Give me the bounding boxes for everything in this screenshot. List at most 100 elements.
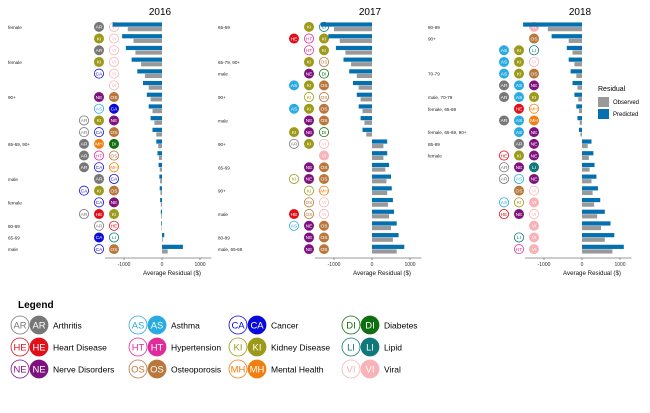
marker-circle (303, 138, 314, 149)
bar-predicted (582, 139, 592, 144)
marker-code: KI (322, 36, 327, 42)
bar-predicted (372, 162, 390, 168)
marker-code: KI (517, 153, 522, 159)
marker-circle (94, 197, 105, 208)
row-label: 65-79, 90+ (218, 60, 240, 65)
marker-circle (94, 220, 105, 231)
marker-LI: LI (529, 45, 540, 56)
bar-predicted (577, 116, 582, 121)
bar-predicted (156, 139, 162, 144)
row: female AR VI (8, 21, 162, 32)
marker-code: NE (306, 71, 313, 77)
marker-circle (514, 197, 525, 208)
marker-MH: MH (109, 162, 120, 173)
marker-circle (94, 21, 105, 32)
legend-item-os: OS OS Osteoporosis (128, 359, 221, 379)
marker-circle (109, 92, 120, 103)
marker-code: CA (96, 247, 103, 253)
marker-circle (514, 92, 525, 103)
marker-code: AS (291, 106, 297, 112)
marker-NE: NE (529, 80, 540, 91)
row: AR VI (94, 45, 162, 56)
row: AS KI LI (498, 45, 582, 56)
bar-observed (372, 179, 387, 184)
marker-circle (514, 127, 525, 138)
legend-marker-outline: NE (10, 359, 30, 379)
marker-code: OS (111, 130, 118, 136)
marker-code: OS (306, 200, 313, 206)
tick-label: 1000 (194, 262, 205, 268)
marker-code: LI (322, 25, 326, 31)
marker-circle (529, 138, 540, 149)
legend-marker-outline: VI (341, 359, 361, 379)
bar-observed (372, 144, 384, 149)
row-label: 90+ (218, 142, 226, 147)
marker-code: AR (81, 212, 88, 218)
marker-circle (29, 315, 49, 335)
row: 85-89 AR NE (428, 138, 592, 149)
row: AS CA (94, 103, 162, 114)
marker-circle (303, 68, 314, 79)
marker-KI: KI (303, 56, 314, 67)
marker-code: AS (501, 200, 507, 206)
marker-KI: KI (303, 21, 314, 32)
marker-circle (94, 33, 105, 44)
row: CA VI (94, 68, 162, 79)
marker-AS: AS (288, 103, 299, 114)
marker-circle (514, 173, 525, 184)
marker-circle (228, 337, 248, 357)
marker-circle (341, 315, 361, 335)
marker-VI: VI (318, 150, 329, 161)
tick-label: 0 (371, 262, 374, 268)
marker-code: NE (32, 364, 45, 375)
bar-observed (568, 38, 582, 43)
bar-predicted (372, 139, 388, 144)
marker-CA: CA (94, 127, 105, 138)
marker-code: AS (516, 95, 522, 101)
marker-KI: KI (288, 173, 299, 184)
bar-predicted (582, 151, 594, 156)
marker-AR: AR (79, 162, 90, 173)
legend-item-label: Heart Disease (53, 343, 107, 353)
marker-circle (79, 138, 90, 149)
marker-circle (94, 92, 105, 103)
marker-code: KI (322, 48, 327, 54)
marker-circle (529, 115, 540, 126)
row: HE HT KI (288, 33, 372, 44)
marker-code: HE (291, 36, 298, 42)
marker-code: KI (517, 71, 522, 77)
marker-circle (303, 232, 314, 243)
legend-item-ar: AR AR Arthritis (10, 315, 82, 335)
legend-item-he: HE HE Heart Disease (10, 337, 107, 357)
bar-predicted (150, 116, 162, 121)
bar-predicted (372, 186, 392, 191)
marker-circle (318, 56, 329, 67)
legend-item-label: Viral (384, 365, 401, 375)
row: HT KI (303, 45, 372, 56)
bar-predicted (578, 127, 582, 132)
marker-circle (94, 127, 105, 138)
marker-OS: OS (318, 56, 329, 67)
bar-observed (372, 190, 388, 196)
row: female KI VI (8, 56, 162, 67)
marker-code: CA (96, 165, 103, 171)
marker-code: OS (306, 212, 313, 218)
bar-predicted (137, 69, 162, 74)
marker-circle (109, 162, 120, 173)
marker-AR: AR (288, 138, 299, 149)
marker-LI: LI (514, 232, 525, 243)
marker-code: LI (517, 235, 521, 241)
bar-predicted (349, 69, 372, 74)
marker-VI: VI (529, 209, 540, 220)
row: VI (529, 220, 611, 231)
marker-NE: NE (303, 244, 314, 255)
marker-HT: HT (514, 244, 525, 255)
legend-marker-outline: CA (228, 315, 248, 335)
marker-VI: VI (318, 138, 329, 149)
legend-item-label: Arthritis (53, 321, 82, 331)
marker-code: VI (112, 25, 117, 31)
marker-OS: OS (318, 244, 329, 255)
marker-code: HT (516, 247, 522, 253)
row: female CA NE (8, 197, 162, 208)
